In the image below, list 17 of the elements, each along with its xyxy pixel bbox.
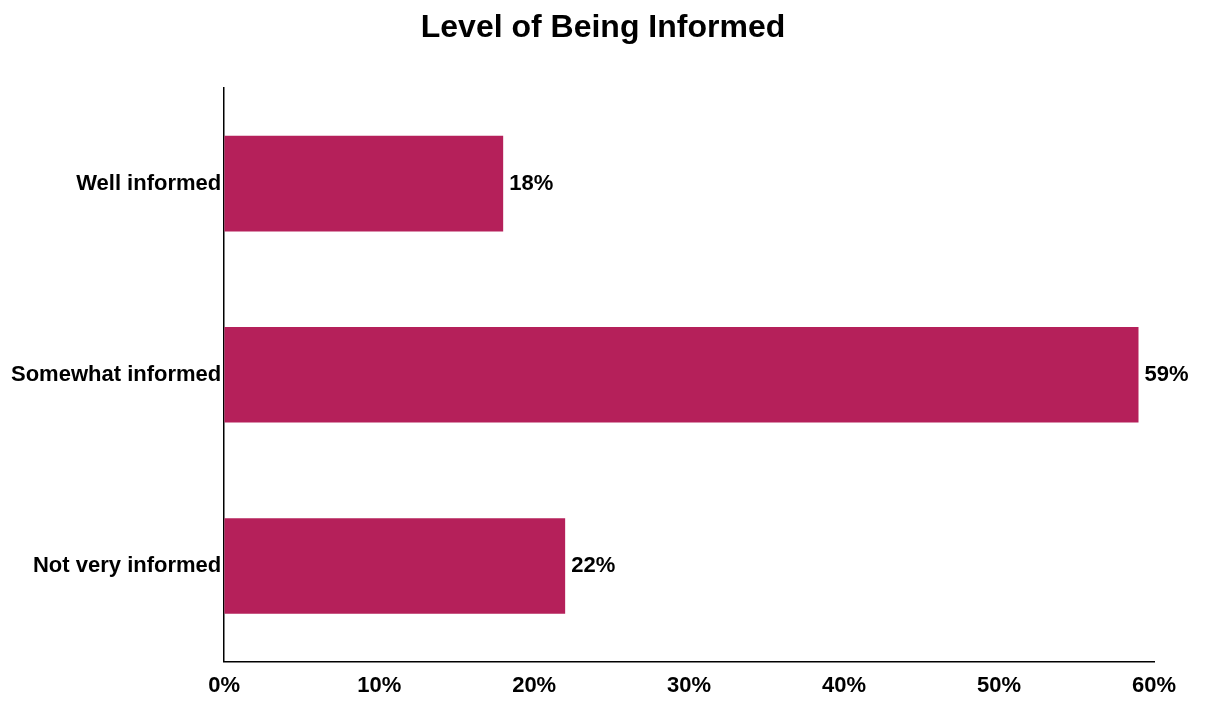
data-label: 18% — [509, 169, 554, 195]
y-tick-label: Somewhat informed — [11, 360, 222, 386]
x-tick-label: 10% — [357, 671, 402, 697]
chart-title: Level of Being Informed — [419, 8, 787, 45]
bar — [224, 327, 1139, 423]
x-tick-label: 0% — [208, 671, 241, 697]
bar — [224, 518, 566, 614]
x-tick-label: 20% — [512, 671, 557, 697]
bar — [224, 135, 504, 232]
x-tick-label: 50% — [977, 671, 1022, 697]
y-tick-label: Well informed — [76, 169, 222, 195]
x-tick-label: 40% — [822, 671, 867, 697]
data-label: 59% — [1144, 360, 1189, 386]
y-tick-label: Not very informed — [32, 552, 222, 578]
x-tick-label: 60% — [1131, 671, 1177, 697]
data-label: 22% — [571, 552, 616, 578]
x-tick-label: 30% — [667, 671, 712, 697]
